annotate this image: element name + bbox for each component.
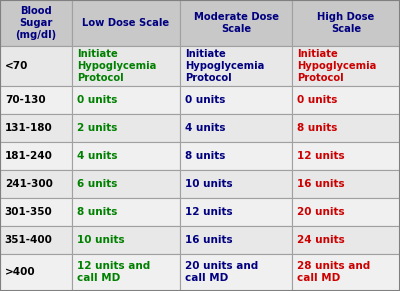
Bar <box>292 46 400 86</box>
Bar <box>180 142 292 170</box>
Bar <box>0 198 72 226</box>
Bar <box>0 0 72 46</box>
Text: 8 units: 8 units <box>297 123 337 133</box>
Bar <box>292 253 400 291</box>
Bar <box>292 0 400 46</box>
Text: >400: >400 <box>5 267 36 277</box>
Bar <box>0 46 72 86</box>
Text: 131-180: 131-180 <box>5 123 52 133</box>
Text: Low Dose Scale: Low Dose Scale <box>82 18 170 28</box>
Text: Moderate Dose
Scale: Moderate Dose Scale <box>194 12 278 34</box>
Text: 20 units: 20 units <box>297 207 344 217</box>
Text: 4 units: 4 units <box>185 123 225 133</box>
Bar <box>72 170 180 198</box>
Text: Initiate
Hypoglycemia
Protocol: Initiate Hypoglycemia Protocol <box>297 49 376 83</box>
Bar <box>72 86 180 114</box>
Text: 12 units and
call MD: 12 units and call MD <box>77 261 150 283</box>
Text: <70: <70 <box>5 61 28 71</box>
Bar <box>180 86 292 114</box>
Text: 301-350: 301-350 <box>5 207 52 217</box>
Text: 0 units: 0 units <box>185 95 225 105</box>
Text: 28 units and
call MD: 28 units and call MD <box>297 261 370 283</box>
Text: Initiate
Hypoglycemia
Protocol: Initiate Hypoglycemia Protocol <box>185 49 264 83</box>
Bar <box>292 86 400 114</box>
Text: 351-400: 351-400 <box>5 235 53 244</box>
Bar <box>180 0 292 46</box>
Bar <box>0 86 72 114</box>
Bar <box>292 142 400 170</box>
Bar <box>292 114 400 142</box>
Text: 0 units: 0 units <box>297 95 337 105</box>
Bar <box>0 226 72 253</box>
Text: 241-300: 241-300 <box>5 179 53 189</box>
Bar <box>180 226 292 253</box>
Bar <box>0 170 72 198</box>
Bar <box>72 253 180 291</box>
Text: Blood
Sugar
(mg/dl): Blood Sugar (mg/dl) <box>16 6 56 40</box>
Text: Initiate
Hypoglycemia
Protocol: Initiate Hypoglycemia Protocol <box>77 49 156 83</box>
Text: 24 units: 24 units <box>297 235 344 244</box>
Bar <box>180 114 292 142</box>
Text: 6 units: 6 units <box>77 179 117 189</box>
Text: 10 units: 10 units <box>77 235 124 244</box>
Bar <box>180 253 292 291</box>
Text: 8 units: 8 units <box>77 207 117 217</box>
Bar <box>72 114 180 142</box>
Text: 12 units: 12 units <box>297 151 344 161</box>
Text: 4 units: 4 units <box>77 151 117 161</box>
Bar <box>180 170 292 198</box>
Text: 2 units: 2 units <box>77 123 117 133</box>
Bar <box>180 46 292 86</box>
Text: 8 units: 8 units <box>185 151 225 161</box>
Bar <box>72 46 180 86</box>
Bar <box>292 226 400 253</box>
Text: 10 units: 10 units <box>185 179 232 189</box>
Text: 12 units: 12 units <box>185 207 232 217</box>
Bar <box>72 142 180 170</box>
Bar <box>72 226 180 253</box>
Bar <box>0 142 72 170</box>
Bar <box>180 198 292 226</box>
Bar <box>292 198 400 226</box>
Bar <box>0 253 72 291</box>
Text: 0 units: 0 units <box>77 95 117 105</box>
Bar <box>0 114 72 142</box>
Bar <box>72 198 180 226</box>
Text: 181-240: 181-240 <box>5 151 53 161</box>
Bar <box>292 170 400 198</box>
Text: High Dose
Scale: High Dose Scale <box>317 12 375 34</box>
Text: 16 units: 16 units <box>297 179 344 189</box>
Text: 20 units and
call MD: 20 units and call MD <box>185 261 258 283</box>
Bar <box>72 0 180 46</box>
Text: 16 units: 16 units <box>185 235 232 244</box>
Text: 70-130: 70-130 <box>5 95 46 105</box>
